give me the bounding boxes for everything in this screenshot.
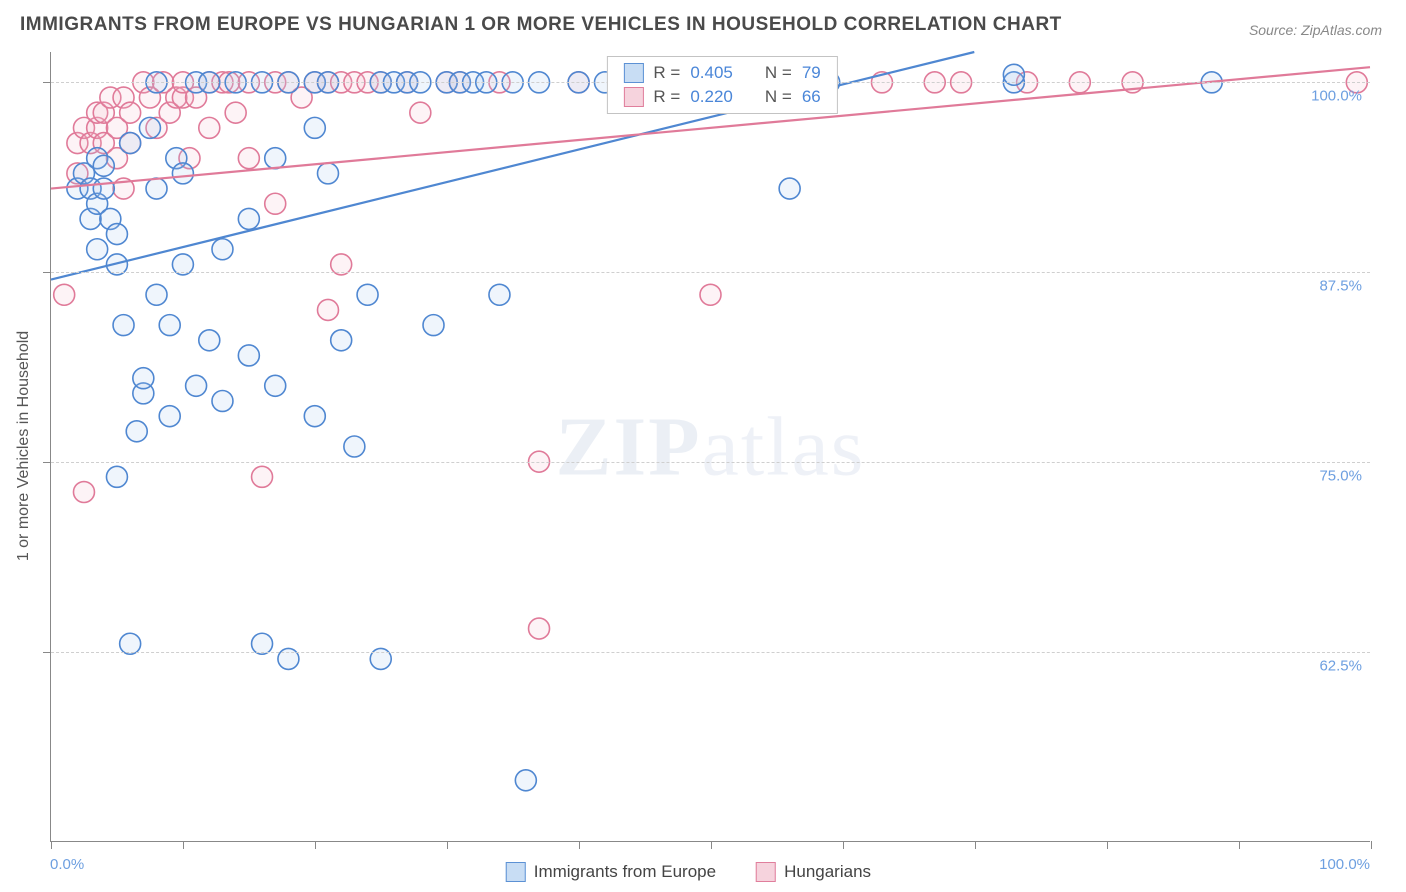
n-label: N = [765,63,792,83]
point-europe [317,163,338,184]
point-europe [423,315,444,336]
x-tick [1107,841,1108,849]
y-tick [43,462,51,463]
x-tick [1239,841,1240,849]
point-europe [265,148,286,169]
stats-legend-row: R = 0.405 N = 79 [607,61,836,85]
point-europe [113,315,134,336]
point-europe [106,466,127,487]
legend-swatch [756,862,776,882]
series-legend-item: Hungarians [756,862,871,882]
point-europe [344,436,365,457]
point-europe [186,375,207,396]
chart-svg [51,52,1370,841]
legend-swatch [623,87,643,107]
point-europe [238,345,259,366]
point-hungarian [700,284,721,305]
point-europe [120,633,141,654]
point-europe [159,315,180,336]
x-tick [315,841,316,849]
x-tick [51,841,52,849]
y-tick [43,272,51,273]
point-europe [265,375,286,396]
x-tick [711,841,712,849]
point-hungarian [73,482,94,503]
n-label: N = [765,87,792,107]
y-axis-title: 1 or more Vehicles in Household [15,331,33,561]
n-value: 66 [802,87,821,107]
point-europe [304,406,325,427]
point-hungarian [120,102,141,123]
point-hungarian [529,618,550,639]
y-tick [43,82,51,83]
point-hungarian [54,284,75,305]
r-label: R = [653,63,680,83]
y-tick-label: 87.5% [1319,278,1362,295]
point-europe [93,178,114,199]
n-value: 79 [802,63,821,83]
x-tick [843,841,844,849]
gridline-horizontal [51,462,1370,463]
chart-title: IMMIGRANTS FROM EUROPE VS HUNGARIAN 1 OR… [20,14,1062,36]
point-europe [357,284,378,305]
x-tick [183,841,184,849]
legend-swatch [506,862,526,882]
point-europe [779,178,800,199]
point-europe [146,284,167,305]
y-tick-label: 100.0% [1311,88,1362,105]
point-europe [159,406,180,427]
x-tick [975,841,976,849]
r-label: R = [653,87,680,107]
point-europe [139,117,160,138]
series-legend: Immigrants from Europe Hungarians [506,862,871,882]
x-tick [579,841,580,849]
series-legend-item: Immigrants from Europe [506,862,716,882]
point-europe [120,133,141,154]
point-hungarian [265,193,286,214]
point-hungarian [199,117,220,138]
point-europe [199,330,220,351]
point-europe [87,239,108,260]
point-europe [133,368,154,389]
legend-swatch [623,63,643,83]
y-tick [43,652,51,653]
point-europe [172,163,193,184]
x-axis-min-label: 0.0% [50,856,84,873]
point-europe [238,208,259,229]
source-attribution: Source: ZipAtlas.com [1249,22,1382,38]
point-europe [146,178,167,199]
point-hungarian [317,299,338,320]
point-europe [212,390,233,411]
point-europe [489,284,510,305]
stats-legend-row: R = 0.220 N = 66 [607,85,836,109]
point-europe [304,117,325,138]
point-hungarian [410,102,431,123]
point-europe [93,155,114,176]
x-tick [447,841,448,849]
stats-legend-box: R = 0.405 N = 79 R = 0.220 N = 66 [606,56,837,114]
r-value: 0.220 [690,87,733,107]
y-tick-label: 62.5% [1319,658,1362,675]
point-hungarian [238,148,259,169]
point-hungarian [225,102,246,123]
point-europe [252,633,273,654]
point-europe [126,421,147,442]
point-europe [106,224,127,245]
gridline-horizontal [51,272,1370,273]
y-tick-label: 75.0% [1319,468,1362,485]
series-legend-label: Hungarians [784,862,871,882]
point-europe [515,770,536,791]
x-axis-max-label: 100.0% [1319,856,1370,873]
point-europe [331,330,352,351]
point-hungarian [252,466,273,487]
x-tick [1371,841,1372,849]
point-europe [212,239,233,260]
series-legend-label: Immigrants from Europe [534,862,716,882]
r-value: 0.405 [690,63,733,83]
gridline-horizontal [51,652,1370,653]
plot-area: R = 0.405N = 79R = 0.220N = 66 ZIPatlas … [50,52,1370,842]
